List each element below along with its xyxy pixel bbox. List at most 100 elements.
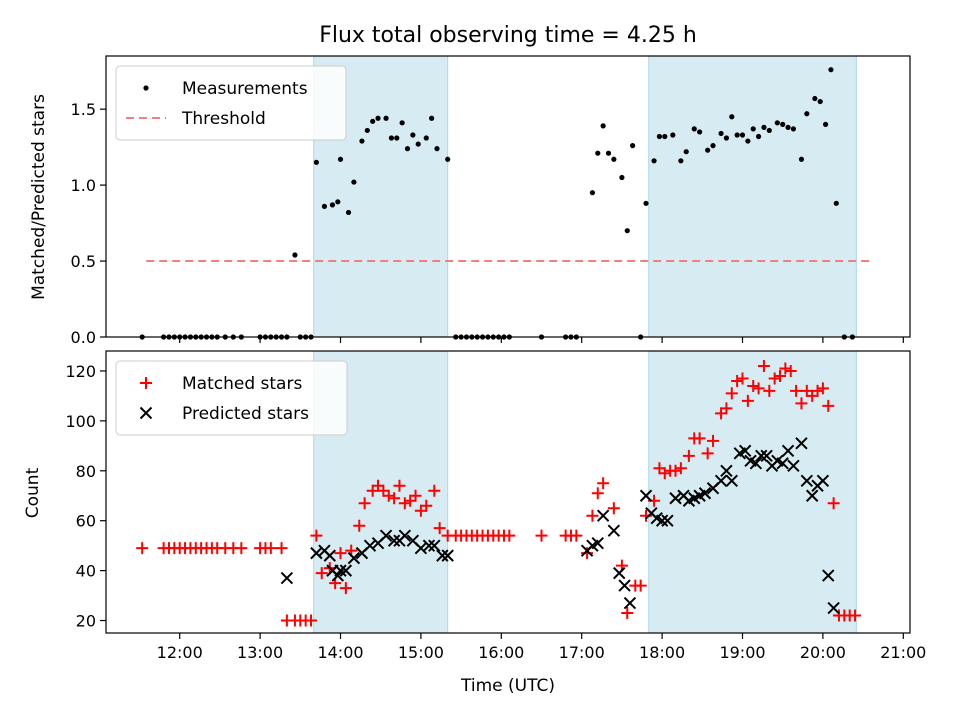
matched-star-point [428, 484, 441, 497]
predicted-star-point [755, 449, 768, 463]
matched-star-point [398, 497, 411, 510]
measurement-point [611, 156, 617, 162]
matched-star-point [315, 567, 328, 580]
predicted-star-point [428, 539, 441, 552]
measurement-point [600, 123, 606, 129]
predicted-star-point [280, 571, 294, 585]
legend-label: Predicted stars [182, 404, 309, 424]
predicted-star-point [414, 541, 428, 555]
measurement-point [589, 190, 596, 196]
measurement-point [739, 132, 746, 138]
top-axes: 0.0 0.5 1.0 1.5 [71, 55, 911, 347]
measurement-point [595, 150, 601, 156]
matched-star-point [339, 582, 352, 595]
x-tick-label: 15:00 [398, 643, 444, 662]
matched-star-point [658, 467, 671, 480]
predicted-star-point [623, 596, 637, 610]
measurement-point [313, 159, 319, 165]
predicted-star-point [655, 514, 669, 527]
shaded-interval [648, 350, 857, 634]
legend-marker [140, 377, 152, 389]
measurement-point [817, 98, 823, 105]
matched-star-point [725, 387, 738, 400]
matched-star-point [811, 384, 824, 397]
predicted-star-point [720, 464, 733, 477]
measurement-point [399, 120, 405, 126]
predicted-star-point [776, 457, 789, 470]
measurement-point [383, 115, 389, 121]
predicted-star-point [800, 474, 814, 487]
matched-star-point [707, 434, 720, 447]
chart-title: Flux total observing time = 4.25 h [319, 23, 697, 48]
measurement-point [394, 135, 400, 141]
x-tick-label: 12:00 [157, 643, 203, 662]
predicted-star-point [805, 489, 819, 502]
measurement-point [445, 156, 451, 162]
predicted-star-point [749, 457, 763, 470]
matched-star-point [420, 499, 433, 512]
measurement-point [798, 156, 805, 162]
predicted-star-point [661, 514, 674, 527]
predicted-star-point [781, 444, 795, 458]
count-points [136, 359, 862, 627]
measurement-point [678, 158, 684, 164]
y-tick-label: 1.5 [71, 100, 96, 119]
measurement-point [630, 143, 636, 149]
predicted-star-point [787, 459, 800, 473]
x-tick-label: 16:00 [478, 643, 524, 662]
matched-star-point [570, 529, 583, 542]
matched-star-point [607, 502, 620, 515]
measurement-point [624, 228, 630, 234]
plot-frame [105, 350, 911, 634]
legend-label: Measurements [182, 79, 308, 99]
measurement-point [423, 135, 429, 141]
measurement-point [710, 143, 716, 149]
predicted-star-point [738, 444, 752, 458]
measurement-point [292, 252, 298, 258]
measurement-point [822, 121, 829, 127]
measurement-point [780, 121, 786, 127]
bottom-axes: 20 40 60 80 100 120 12:00 13:00 14:00 15:00 16:00 1… [65, 350, 926, 662]
matched-star-point [310, 529, 323, 542]
matched-star-point [503, 529, 516, 542]
y-tick-label: 1.0 [71, 176, 96, 195]
measurement-point [656, 133, 663, 140]
measurement-point [370, 118, 376, 124]
matched-star-point [720, 402, 733, 415]
measurement-point [766, 127, 772, 134]
measurement-point [705, 147, 711, 153]
predicted-star-point [795, 437, 808, 450]
measurement-point [662, 133, 668, 140]
matched-star-point [795, 397, 808, 410]
matched-star-point [701, 447, 714, 460]
measurement-point [718, 130, 724, 137]
matched-star-point [353, 519, 366, 532]
matched-star-point [393, 479, 406, 492]
bottom-panel: 20 40 60 80 100 120 12:00 13:00 14:00 15:00 16:00 1… [23, 350, 926, 696]
matched-star-point [774, 369, 787, 382]
matched-star-point [634, 579, 647, 592]
matched-star-point [358, 497, 371, 510]
x-tick-label: 20:00 [800, 643, 846, 662]
predicted-star-point [310, 546, 323, 560]
matched-star-point [768, 372, 781, 385]
matched-star-point [433, 522, 446, 535]
top-legend: Measurements Threshold [115, 65, 347, 141]
matched-star-point [264, 542, 277, 555]
bottom-xlabel: Time (UTC) [460, 676, 555, 696]
predicted-star-point [816, 474, 830, 487]
predicted-star-point [441, 549, 454, 562]
predicted-star-point [698, 487, 712, 500]
matched-star-point [388, 492, 401, 505]
measurement-point [434, 146, 440, 152]
legend-box [115, 360, 348, 436]
y-tick-label: 0.0 [71, 328, 96, 347]
measurement-point [351, 179, 357, 185]
measurement-point [734, 132, 740, 138]
measurement-point [410, 132, 416, 138]
predicted-star-point [822, 569, 835, 582]
matched-star-point [747, 379, 760, 392]
predicted-star-point [725, 474, 738, 487]
matched-star-point [621, 607, 634, 620]
